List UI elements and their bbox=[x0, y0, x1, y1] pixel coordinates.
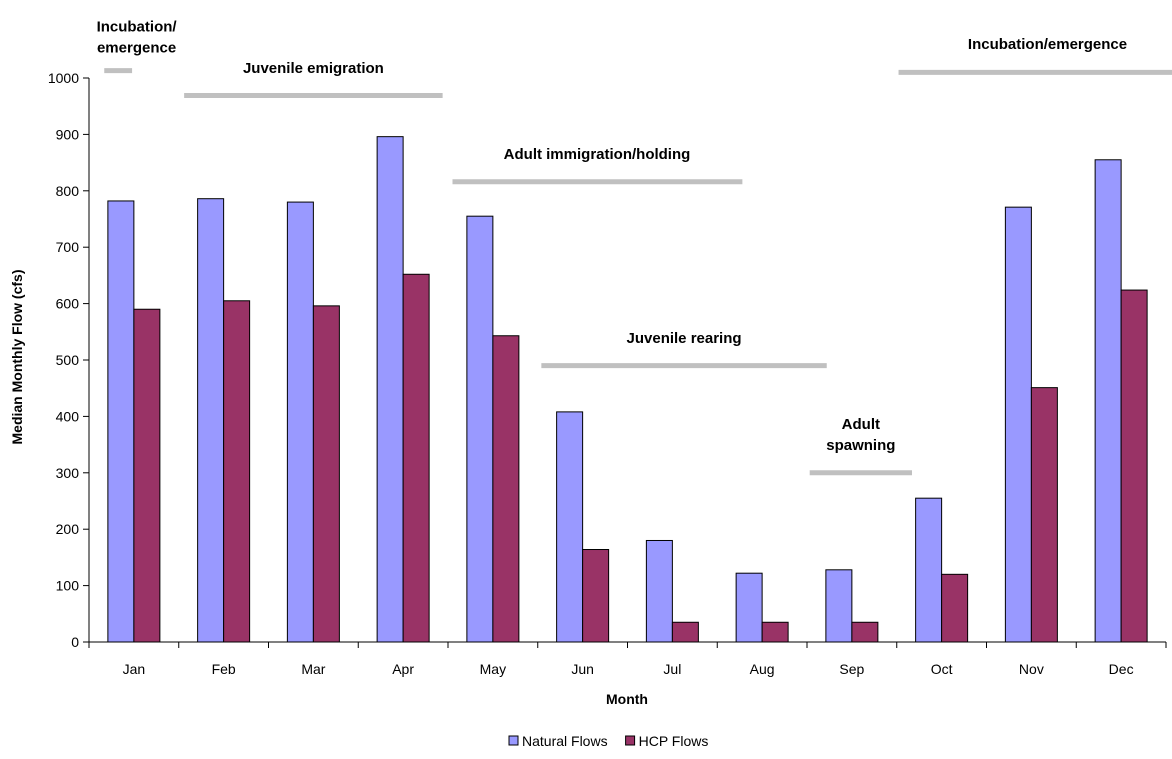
bar-natural-flows-jun bbox=[556, 411, 584, 643]
y-axis-title: Median Monthly Flow (cfs) bbox=[9, 270, 25, 445]
x-axis: Jan Feb Mar Apr May Jun Jul Aug Sep Oct Nov Dec bbox=[88, 641, 1167, 677]
annotation-label-1-line-1: Incubation/ bbox=[97, 19, 178, 36]
x-tick-label-jun: Jun bbox=[571, 661, 594, 677]
bar-hcp-flows-sep bbox=[851, 621, 879, 643]
annotation-label-1-line-2: emergence bbox=[97, 40, 176, 57]
annotation-label-4-line-1: Juvenile rearing bbox=[627, 330, 742, 347]
annotation-label-3-line-1: Adult immigration/holding bbox=[504, 146, 691, 163]
bar-natural-flows-mar bbox=[286, 201, 314, 643]
bar-hcp-flows-jan bbox=[133, 308, 161, 643]
y-tick-label-800: 800 bbox=[56, 183, 80, 199]
annotation-label-5-line-1: Adult bbox=[842, 416, 880, 433]
x-tick-label-sep: Sep bbox=[839, 661, 864, 677]
y-axis: 0 100 200 300 400 500 600 700 800 900 1000 bbox=[48, 70, 90, 650]
y-tick-label-500: 500 bbox=[56, 352, 80, 368]
y-tick-label-1000: 1000 bbox=[48, 70, 79, 86]
bar-hcp-flows-jul bbox=[671, 621, 699, 643]
x-tick-label-jul: Jul bbox=[663, 661, 681, 677]
bar-hcp-flows-may bbox=[492, 335, 520, 643]
annotation-label-6-line-1: Incubation/emergence bbox=[968, 36, 1127, 53]
x-tick-label-aug: Aug bbox=[750, 661, 775, 677]
y-tick-label-900: 900 bbox=[56, 126, 80, 142]
x-tick-label-mar: Mar bbox=[301, 661, 325, 677]
legend-swatch-hcp-flows bbox=[625, 735, 636, 746]
bar-natural-flows-apr bbox=[376, 136, 404, 643]
bar-hcp-flows-feb bbox=[223, 300, 251, 643]
x-tick-label-feb: Feb bbox=[212, 661, 236, 677]
legend-swatch-natural-flows bbox=[508, 735, 519, 746]
x-tick-label-jan: Jan bbox=[123, 661, 146, 677]
bar-natural-flows-aug bbox=[735, 572, 763, 643]
y-tick-label-700: 700 bbox=[56, 239, 80, 255]
bar-hcp-flows-oct bbox=[941, 573, 969, 643]
bar-hcp-flows-jun bbox=[582, 549, 610, 643]
legend-label-natural-flows: Natural Flows bbox=[522, 733, 608, 749]
y-tick-label-0: 0 bbox=[71, 634, 79, 650]
x-tick-label-may: May bbox=[480, 661, 506, 677]
legend: Natural Flows HCP Flows bbox=[508, 733, 709, 749]
x-axis-title: Month bbox=[606, 691, 648, 707]
annotation-label-2-line-1: Juvenile emigration bbox=[243, 60, 384, 77]
y-tick-label-300: 300 bbox=[56, 465, 80, 481]
bar-natural-flows-oct bbox=[915, 497, 943, 643]
bar-natural-flows-jan bbox=[107, 200, 135, 643]
bar-natural-flows-nov bbox=[1004, 206, 1032, 643]
x-tick-label-apr: Apr bbox=[392, 661, 414, 677]
bar-natural-flows-may bbox=[466, 215, 494, 643]
y-tick-label-100: 100 bbox=[56, 578, 80, 594]
legend-label-hcp-flows: HCP Flows bbox=[639, 733, 709, 749]
bar-hcp-flows-aug bbox=[761, 621, 789, 643]
bar-natural-flows-jul bbox=[645, 539, 673, 643]
y-tick-label-600: 600 bbox=[56, 296, 80, 312]
annotation-label-5-line-2: spawning bbox=[826, 437, 895, 454]
bar-hcp-flows-nov bbox=[1030, 387, 1058, 643]
y-tick-label-200: 200 bbox=[56, 521, 80, 537]
x-tick-label-oct: Oct bbox=[931, 661, 953, 677]
bar-hcp-flows-apr bbox=[402, 273, 430, 643]
x-tick-label-dec: Dec bbox=[1109, 661, 1134, 677]
annotation-bars bbox=[104, 68, 1172, 476]
bar-natural-flows-feb bbox=[197, 198, 225, 643]
annotation-labels: Incubation/emergence Juvenile emigration A… bbox=[97, 19, 1128, 455]
bar-natural-flows-dec bbox=[1094, 159, 1122, 643]
bar-natural-flows-sep bbox=[825, 569, 853, 643]
y-tick-label-400: 400 bbox=[56, 408, 80, 424]
bars bbox=[107, 136, 1148, 643]
bar-hcp-flows-mar bbox=[312, 305, 340, 643]
bar-hcp-flows-dec bbox=[1120, 289, 1148, 643]
x-tick-label-nov: Nov bbox=[1019, 661, 1044, 677]
